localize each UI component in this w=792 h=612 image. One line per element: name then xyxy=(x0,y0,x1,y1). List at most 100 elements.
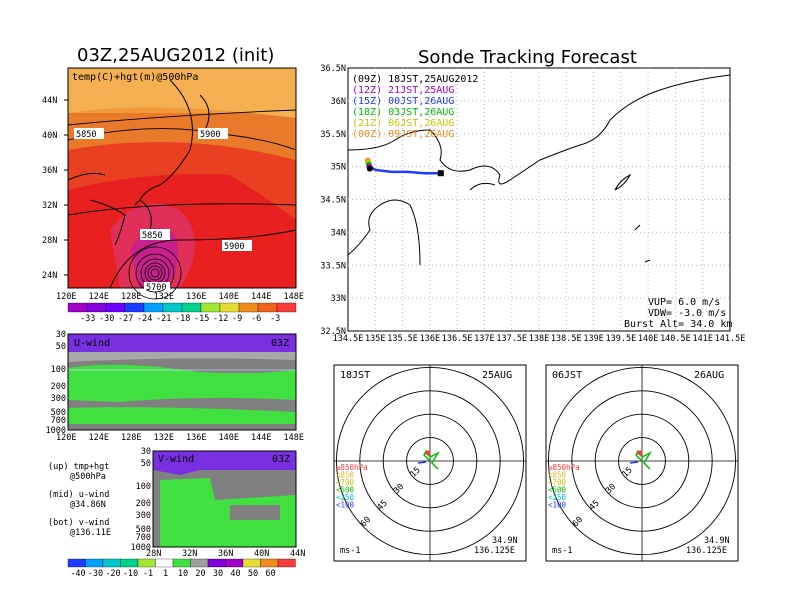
svg-text:5900: 5900 xyxy=(224,242,244,252)
pressure-tick-label: 200 xyxy=(51,382,66,392)
vwind-label: V-wind xyxy=(158,454,194,465)
note-line: (mid) u-wind xyxy=(48,490,109,500)
colorbar-label: -30 xyxy=(99,314,114,324)
lat-tick-label: 28N xyxy=(42,236,57,246)
colorbar-swatch xyxy=(190,558,209,568)
wind-colorbar: -40 -30 -20 -10 -1 1 10 20 30 40 50 60 xyxy=(67,558,296,579)
note-line: (bot) v-wind xyxy=(48,518,109,528)
lon-tick-label: 139.5E xyxy=(605,334,636,344)
pressure-tick-label: 50 xyxy=(141,459,151,469)
temp-coastline xyxy=(67,79,210,246)
colorbar-label: -30 xyxy=(88,569,103,579)
lon-tick-label: 137.5E xyxy=(496,334,527,344)
colorbar-label: 10 xyxy=(178,569,188,579)
level-legend: <500 xyxy=(548,486,567,495)
track-map-panel: (09Z) 18JST,25AUG2012(12Z) 21JST,25AUG(1… xyxy=(320,64,745,344)
track-legend-entry: (12Z) 21JST,25AUG xyxy=(352,85,454,96)
svg-text:5850: 5850 xyxy=(76,130,96,140)
vwind-time: 03Z xyxy=(272,454,290,465)
colorbar-swatch xyxy=(207,558,226,568)
colorbar-swatch xyxy=(257,302,278,313)
lat-tick-label: 36N xyxy=(331,97,346,107)
hodo-unit: ms-1 xyxy=(340,546,360,556)
colorbar-swatch xyxy=(102,558,121,568)
colorbar-label: -15 xyxy=(194,314,209,324)
burst-text: Burst Alt= 34.0 km xyxy=(624,319,732,330)
lat-tick-label: 35N xyxy=(331,163,346,173)
lat-tick-label: 32.5N xyxy=(320,327,346,337)
level-legend: <100 xyxy=(336,501,355,510)
vup-text: VUP= 6.0 m/s xyxy=(648,297,720,308)
lat-tick-label: 24N xyxy=(42,271,57,281)
colorbar-label: -24 xyxy=(137,314,152,324)
hodo-date: 25AUG xyxy=(482,370,512,381)
vwind-lat-ticks: 28N 32N 36N 40N 44N xyxy=(146,549,305,559)
temp-colorbar: -33 -30 -27 -24 -21 -18 -15 -12 -9 -6 -3 xyxy=(67,302,297,324)
pressure-tick-label: 100 xyxy=(51,365,66,375)
pressure-tick-label: 100 xyxy=(136,482,151,492)
pressure-tick-label: 200 xyxy=(136,499,151,509)
track-legend-entry: (21Z) 06JST,26AUG xyxy=(352,118,454,129)
track-point xyxy=(366,165,373,172)
colorbar-swatch xyxy=(260,558,279,568)
colorbar-label: -12 xyxy=(213,314,228,324)
lon-tick-label: 140E xyxy=(638,334,658,344)
colorbar-label: 40 xyxy=(230,569,240,579)
lon-tick-label: 128E xyxy=(121,292,141,302)
lat-tick-label: 44N xyxy=(42,96,57,106)
hodo-trace xyxy=(423,449,440,470)
lon-tick-label: 140E xyxy=(219,433,239,443)
colorbar-swatch xyxy=(242,558,261,568)
colorbar-label: 30 xyxy=(213,569,223,579)
lat-tick-label: 33N xyxy=(331,294,346,304)
temp-lon-ticks: 120E 124E 128E 132E 136E 140E 144E 148E xyxy=(56,292,304,302)
pressure-tick-label: 500 xyxy=(136,525,151,535)
lon-tick-label: 140.5E xyxy=(660,334,691,344)
lat-tick-label: 32N xyxy=(42,201,57,211)
svg-text:5900: 5900 xyxy=(200,130,220,140)
lat-tick-label: 40N xyxy=(42,131,57,141)
colorbar-swatch xyxy=(86,302,107,313)
colorbar-label: -10 xyxy=(123,569,138,579)
hodo-lat: 34.9N xyxy=(492,536,518,546)
level-legend: ≥850hPa xyxy=(336,463,368,472)
uwind-lon-ticks: 120E 124E 128E 132E 136E 140E 144E 148E xyxy=(56,433,304,443)
lon-tick-label: 137E xyxy=(474,334,494,344)
uwind-label: U-wind xyxy=(74,338,110,349)
colorbar-swatch xyxy=(277,558,296,568)
pressure-tick-label: 700 xyxy=(51,416,66,426)
pressure-tick-label: 30 xyxy=(56,330,66,340)
pressure-tick-label: 300 xyxy=(136,511,151,521)
level-legend: <250 xyxy=(336,493,355,502)
lon-tick-label: 141E xyxy=(692,334,712,344)
colorbar-swatch xyxy=(219,302,240,313)
colorbar-swatch xyxy=(276,302,297,313)
colorbar-swatch xyxy=(200,302,221,313)
lon-tick-label: 136E xyxy=(420,334,440,344)
level-legend: <700 xyxy=(548,478,567,487)
hodograph-2: 06JST 26AUG34.9N136.125Ems-115304560≥850h… xyxy=(545,364,739,562)
lat-tick-label: 36N xyxy=(42,166,57,176)
lon-tick-label: 148E xyxy=(284,433,304,443)
hodo-time: 18JST xyxy=(340,370,370,381)
lon-tick-label: 132E xyxy=(154,433,174,443)
level-legend: <250 xyxy=(548,493,567,502)
colorbar-label: -18 xyxy=(175,314,190,324)
colorbar-label: -27 xyxy=(118,314,133,324)
svg-text:5700: 5700 xyxy=(146,283,166,293)
colorbar-swatch xyxy=(238,302,259,313)
colorbar-label: -3 xyxy=(270,314,280,324)
hodograph-1: 18JST 25AUG34.9N136.125Ems-115304560≥850h… xyxy=(333,364,527,562)
colorbar-swatch xyxy=(143,302,164,313)
hodo-time: 06JST xyxy=(552,370,582,381)
lat-tick-label: 36N xyxy=(218,549,233,559)
colorbar-label: -1 xyxy=(143,569,153,579)
hodo-unit: ms-1 xyxy=(552,546,572,556)
note-line: @34.86N xyxy=(70,500,106,510)
colorbar-swatch xyxy=(162,302,183,313)
sonde-track-line xyxy=(369,165,441,175)
track-legend-entry: (09Z) 18JST,25AUG2012 xyxy=(352,74,478,85)
pressure-tick-label: 500 xyxy=(51,408,66,418)
